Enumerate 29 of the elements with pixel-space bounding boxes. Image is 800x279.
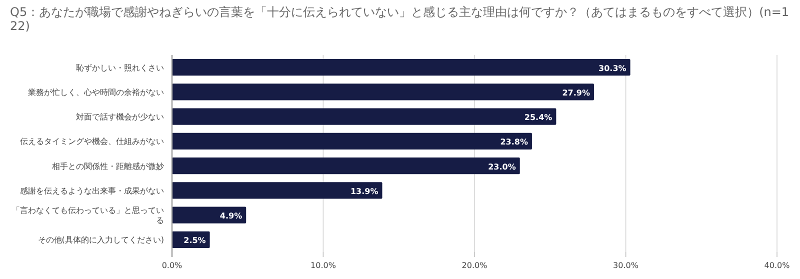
data-label: 13.9% (350, 186, 378, 196)
bar (172, 206, 246, 224)
data-label: 23.8% (500, 138, 528, 147)
y-tick-label: 感謝を伝えるような出来事・成果がない (20, 186, 164, 196)
y-tick-label: 相手との関係性・距離感が微妙 (52, 162, 164, 171)
bar (172, 84, 594, 100)
data-label: 4.9% (220, 212, 242, 221)
y-tick-label: 「言わなくても伝わっている」と思っている (12, 206, 164, 226)
data-label: 30.3% (598, 64, 626, 73)
bar (172, 132, 532, 150)
bar (172, 108, 556, 125)
x-tick-label: 30.0% (613, 261, 639, 270)
y-tick-label: 業務が忙しく、心や時間の余裕がない (28, 88, 164, 97)
bar (172, 157, 520, 174)
y-tick-label: 伝えるタイミングや機会、仕組みがない (20, 137, 164, 146)
data-label: 2.5% (184, 236, 206, 246)
x-tick-label: 10.0% (310, 261, 336, 270)
x-tick-label: 40.0% (764, 261, 790, 270)
bar (172, 182, 382, 199)
data-label: 27.9% (562, 88, 590, 98)
chart-title: Q5：あなたが職場で感謝やねぎらいの言葉を「十分に伝えられていない」と感じる主な理由は何ですか？（あてはまるものをすべて選択）(n=122) (10, 5, 790, 33)
bar (172, 58, 630, 76)
y-tick-label: 対面で話す機会が少ない (76, 112, 164, 122)
data-label: 25.4% (524, 113, 552, 122)
x-tick-label: 20.0% (462, 261, 488, 270)
data-label: 23.0% (488, 162, 516, 172)
y-tick-label: その他(具体的に入力してください) (38, 236, 164, 245)
x-tick-label: 0.0% (162, 261, 183, 270)
y-tick-label: 恥ずかしい・照れくさい (76, 63, 164, 72)
